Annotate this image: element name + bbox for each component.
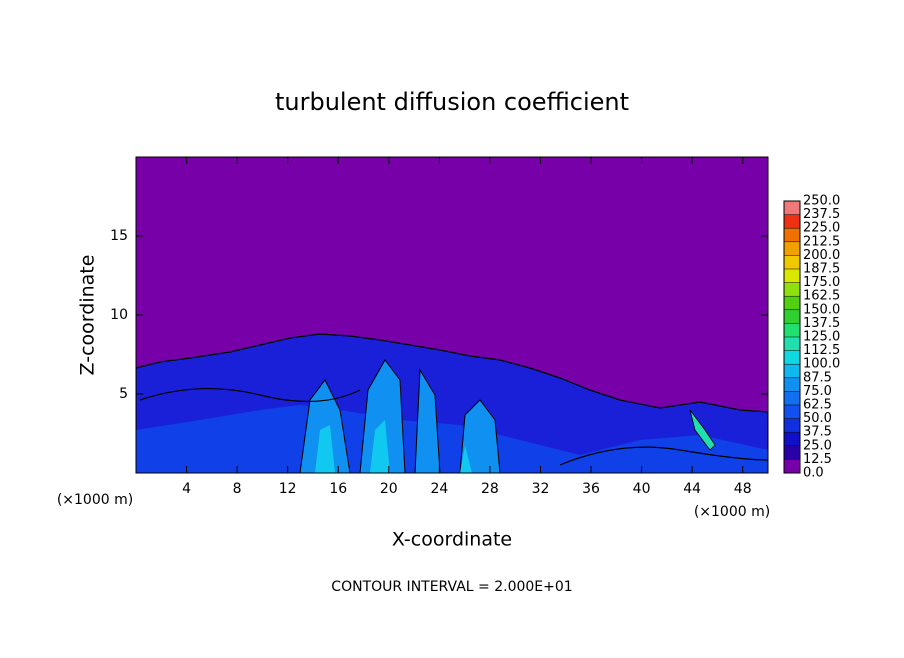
- y-tick-label: 10: [110, 307, 128, 323]
- colorbar-band: [784, 228, 800, 242]
- colorbar-band: [784, 309, 800, 324]
- contour-line: [139, 387, 361, 403]
- colorbar-band: [784, 255, 800, 269]
- contour-region: [315, 420, 472, 473]
- colorbar-band: [784, 214, 800, 229]
- x-tick-label: 16: [329, 481, 347, 497]
- x-tick-label: 4: [182, 481, 191, 497]
- colorbar-label: 162.5: [803, 289, 840, 304]
- colorbar-label: 250.0: [803, 194, 840, 209]
- colorbar-label: 0.0: [803, 466, 824, 481]
- colorbar-label: 212.5: [803, 234, 840, 249]
- colorbar-label: 225.0: [803, 221, 840, 236]
- annotation: CONTOUR INTERVAL = 2.000E+01: [331, 579, 572, 595]
- contour-line: [559, 446, 768, 466]
- x-tick-label: 28: [481, 481, 499, 497]
- x-tick-label: 36: [582, 481, 600, 497]
- colorbar-label: 150.0: [803, 302, 840, 317]
- x-tick-label: 8: [233, 481, 242, 497]
- colorbar-band: [784, 296, 800, 310]
- colorbar-label: 75.0: [803, 384, 832, 399]
- colorbar-band: [784, 432, 800, 446]
- y-unit-label: (×1000 m): [57, 492, 133, 508]
- colorbar-label: 25.0: [803, 438, 832, 453]
- colorbar-label: 175.0: [803, 275, 840, 290]
- colorbar-band: [784, 201, 800, 215]
- colorbar-label: 200.0: [803, 248, 840, 263]
- colorbar-band: [784, 377, 800, 392]
- x-tick-label: 20: [380, 481, 398, 497]
- x-tick-label: 48: [734, 481, 752, 497]
- colorbar-label: 137.5: [803, 316, 840, 331]
- colorbar-label: 50.0: [803, 411, 832, 426]
- x-tick-label: 44: [683, 481, 701, 497]
- y-tick-label: 5: [119, 386, 128, 402]
- colorbar-label: 87.5: [803, 370, 832, 385]
- colorbar-band: [784, 405, 800, 419]
- colorbar-band: [784, 337, 800, 351]
- x-tick-label: 40: [633, 481, 651, 497]
- colorbar-label: 112.5: [803, 343, 840, 358]
- contour-region: [299, 359, 501, 473]
- colorbar-label: 62.5: [803, 398, 832, 413]
- y-tick-label: 15: [110, 228, 128, 244]
- x-unit-label: (×1000 m): [694, 504, 770, 520]
- y-axis-title: Z-coordinate: [77, 255, 99, 376]
- x-tick-label: 32: [532, 481, 550, 497]
- colorbar-band: [784, 282, 800, 297]
- contour-field: [136, 333, 768, 473]
- colorbar-band: [784, 323, 800, 337]
- colorbar-band: [784, 269, 800, 283]
- colorbar-band: [784, 418, 800, 433]
- colorbar-label: 12.5: [803, 452, 832, 467]
- x-tick-label: 12: [279, 481, 297, 497]
- colorbar-band: [784, 391, 800, 405]
- x-axis-title: X-coordinate: [392, 529, 512, 551]
- colorbar-label: 37.5: [803, 425, 832, 440]
- colorbar-band: [784, 350, 800, 365]
- colorbar-label: 125.0: [803, 330, 840, 345]
- colorbar-band: [784, 459, 800, 473]
- contour-region: [689, 409, 716, 451]
- colorbar-label: 187.5: [803, 262, 840, 277]
- colorbar-band: [784, 241, 800, 256]
- colorbar-label: 100.0: [803, 357, 840, 372]
- x-tick-label: 24: [430, 481, 448, 497]
- chart-title: turbulent diffusion coefficient: [275, 88, 629, 116]
- contour-region: [136, 405, 768, 473]
- colorbar-band: [784, 364, 800, 378]
- colorbar-label: 237.5: [803, 207, 840, 222]
- colorbar-band: [784, 445, 800, 460]
